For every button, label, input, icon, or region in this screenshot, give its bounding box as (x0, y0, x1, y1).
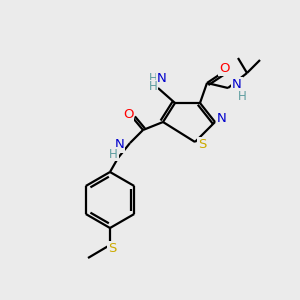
Text: O: O (219, 61, 229, 74)
Text: O: O (123, 109, 133, 122)
Text: H: H (148, 80, 158, 94)
Text: S: S (198, 139, 206, 152)
Text: N: N (232, 79, 242, 92)
Text: H: H (109, 148, 118, 160)
Text: N: N (217, 112, 227, 125)
Text: N: N (114, 139, 124, 152)
Text: N: N (157, 71, 167, 85)
Text: S: S (108, 242, 116, 256)
Text: H: H (238, 91, 247, 103)
Text: H: H (148, 71, 158, 85)
